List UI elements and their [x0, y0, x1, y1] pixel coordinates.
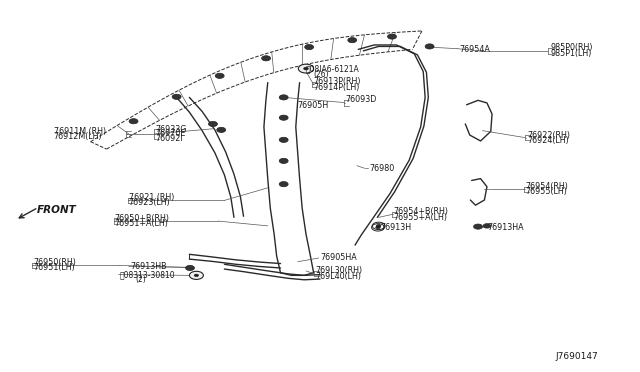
- Circle shape: [388, 34, 396, 39]
- Text: 76905H: 76905H: [298, 101, 329, 110]
- Circle shape: [279, 115, 288, 120]
- Circle shape: [474, 224, 483, 229]
- Circle shape: [189, 271, 204, 279]
- Text: (26): (26): [314, 70, 329, 79]
- Text: 76951(LH): 76951(LH): [33, 263, 75, 272]
- Circle shape: [376, 226, 380, 229]
- Text: 76954(RH): 76954(RH): [525, 182, 568, 191]
- Circle shape: [279, 182, 288, 187]
- Circle shape: [129, 119, 138, 124]
- Text: FRONT: FRONT: [36, 205, 76, 215]
- Text: 76955+A(LH): 76955+A(LH): [394, 212, 447, 221]
- Circle shape: [195, 274, 198, 276]
- Text: 76980: 76980: [370, 164, 395, 173]
- Circle shape: [376, 225, 381, 227]
- Text: 76923(LH): 76923(LH): [129, 199, 171, 208]
- Circle shape: [209, 121, 218, 126]
- Circle shape: [348, 38, 356, 43]
- Text: 76954+B(RH): 76954+B(RH): [394, 207, 448, 217]
- Text: 76093D: 76093D: [346, 95, 377, 104]
- Text: 76924(LH): 76924(LH): [527, 136, 569, 145]
- Text: 76933G: 76933G: [156, 125, 187, 134]
- Circle shape: [298, 64, 314, 73]
- Text: 76913P(RH): 76913P(RH): [314, 77, 361, 86]
- Circle shape: [217, 127, 226, 132]
- Text: 76913HB: 76913HB: [130, 262, 167, 271]
- Circle shape: [279, 137, 288, 142]
- Circle shape: [172, 94, 181, 99]
- Text: 76955(LH): 76955(LH): [525, 187, 567, 196]
- Circle shape: [262, 56, 271, 61]
- Text: 76950+B(RH): 76950+B(RH): [115, 214, 170, 223]
- Text: 08IA6-6121A: 08IA6-6121A: [306, 65, 360, 74]
- Text: 76970E: 76970E: [156, 129, 186, 138]
- Text: 76912M(LH): 76912M(LH): [54, 132, 102, 141]
- Circle shape: [279, 158, 288, 163]
- Text: J7690147: J7690147: [556, 352, 598, 361]
- Circle shape: [186, 265, 195, 270]
- Text: 76092I: 76092I: [156, 134, 183, 143]
- Text: 985P0(RH): 985P0(RH): [550, 43, 593, 52]
- Text: 769L30(RH): 769L30(RH): [315, 266, 362, 275]
- Text: 76954A: 76954A: [459, 45, 490, 54]
- Circle shape: [425, 44, 434, 49]
- Text: 08313-30810: 08313-30810: [120, 270, 175, 279]
- Text: 76922(RH): 76922(RH): [527, 131, 570, 140]
- Circle shape: [215, 73, 224, 78]
- Text: 76913HA: 76913HA: [487, 223, 524, 232]
- Text: 76914P(LH): 76914P(LH): [314, 83, 360, 92]
- Circle shape: [483, 224, 491, 228]
- Text: 769L40(LH): 769L40(LH): [315, 272, 361, 280]
- Circle shape: [279, 95, 288, 100]
- Text: 76905HA: 76905HA: [320, 253, 356, 263]
- Circle shape: [304, 67, 308, 70]
- Circle shape: [305, 45, 314, 49]
- Text: 76950(RH): 76950(RH): [33, 258, 76, 267]
- Text: 76921 (RH): 76921 (RH): [129, 193, 174, 202]
- Text: 76913H: 76913H: [381, 223, 412, 232]
- Text: 985P1(LH): 985P1(LH): [550, 49, 592, 58]
- Text: (2): (2): [135, 275, 146, 284]
- Text: 76951+A(LH): 76951+A(LH): [115, 219, 169, 228]
- Text: 76911M (RH): 76911M (RH): [54, 127, 106, 136]
